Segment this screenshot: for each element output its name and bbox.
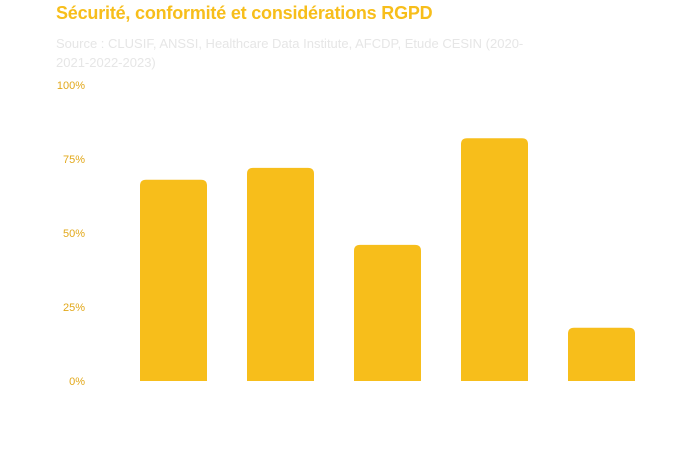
bar xyxy=(461,138,528,381)
chart-title: Sécurité, conformité et considérations R… xyxy=(56,3,433,23)
bar xyxy=(568,327,635,381)
y-tick-label: 50% xyxy=(63,228,85,240)
chart-source: Source : CLUSIF, ANSSI, Healthcare Data … xyxy=(56,36,524,70)
bars xyxy=(140,138,635,381)
y-tick-label: 100% xyxy=(57,80,85,92)
bar xyxy=(354,244,421,381)
bar xyxy=(247,167,314,381)
y-axis: 0% 25% 50% 75% 100% xyxy=(57,80,85,388)
y-tick-label: 0% xyxy=(69,376,85,388)
bar xyxy=(140,179,207,381)
y-tick-label: 75% xyxy=(63,154,85,166)
y-tick-label: 25% xyxy=(63,302,85,314)
